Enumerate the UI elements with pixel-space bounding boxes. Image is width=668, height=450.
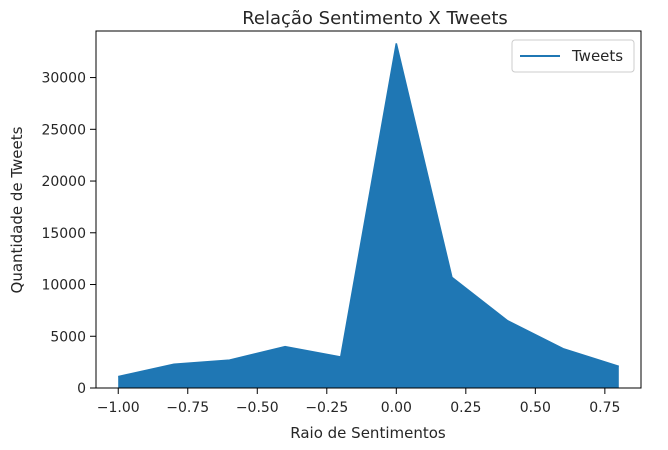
area-fill [118,43,619,389]
legend-label: Tweets [571,47,623,65]
series-line [118,43,620,378]
x-tick-label: 0.50 [520,400,551,416]
x-axis-ticks: −1.00 −0.75 −0.50 −0.25 0.00 0.25 0.50 0.75 [97,388,620,416]
legend-box [511,39,635,73]
x-tick-label: 0.25 [450,400,481,416]
axes-frame [95,30,642,389]
y-axis-label: Quantidade de Tweets [8,126,26,293]
y-tick-label: 0 [77,381,86,397]
y-tick-label: 10000 [41,278,86,294]
y-tick-label: 30000 [41,71,86,87]
x-tick-label: −0.25 [305,400,348,416]
y-axis-ticks: 0 5000 10000 15000 20000 25000 30000 [41,71,96,397]
x-axis-label: Raio de Sentimentos [290,424,446,442]
chart-title: Relação Sentimento X Tweets [242,8,508,29]
x-tick-label: 0.75 [589,400,620,416]
plot-area [118,43,620,389]
y-tick-label: 20000 [41,174,86,190]
y-tick-label: 25000 [41,122,86,138]
x-tick-label: −1.00 [97,400,140,416]
x-tick-label: 0.00 [381,400,412,416]
y-tick-label: 15000 [41,226,86,242]
x-tick-label: −0.75 [166,400,209,416]
legend: Tweets [511,39,635,73]
y-tick-label: 5000 [50,329,86,345]
x-tick-label: −0.50 [236,400,279,416]
